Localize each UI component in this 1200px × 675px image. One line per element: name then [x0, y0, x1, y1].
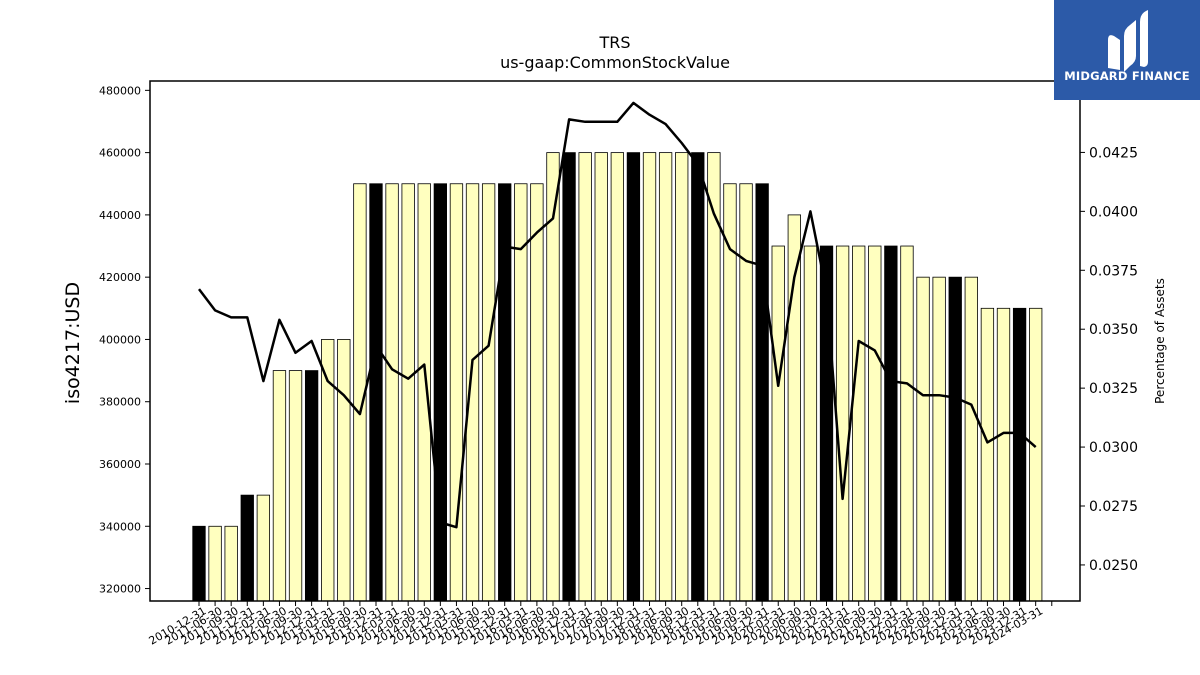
y-tick-label: 480000 — [99, 84, 141, 97]
bar-2012-03-31 — [272, 370, 287, 602]
y2-tick-label: 0.0250 — [1089, 558, 1138, 574]
bar-2016-03-31 — [530, 183, 544, 602]
bar-2023-06-30 — [996, 307, 1011, 602]
bar-2021-09-30 — [884, 245, 898, 602]
bar-2013-09-30 — [369, 183, 383, 602]
bar-2012-09-30 — [304, 370, 319, 602]
bar-2023-12-31 — [1029, 307, 1043, 602]
bar-2017-09-30 — [626, 152, 641, 602]
bar-2011-06-30 — [224, 525, 238, 602]
y-tick-label: 460000 — [99, 147, 141, 160]
bar-2021-06-30 — [868, 245, 882, 602]
percentage-line — [198, 101, 1037, 529]
y-tick-label: 360000 — [99, 458, 141, 471]
bar-2010-12-31 — [192, 525, 206, 602]
y2-tick-label: 0.0325 — [1089, 381, 1138, 397]
bar-2013-03-31 — [337, 339, 351, 602]
bar-2020-06-30 — [803, 245, 818, 602]
y2-axis-label: Percentage of Assets — [1153, 278, 1167, 404]
bar-2014-09-30 — [433, 183, 448, 602]
y2-tick-label: 0.0350 — [1089, 322, 1138, 338]
bar-2017-06-30 — [610, 152, 624, 602]
y-tick-label: 320000 — [99, 583, 141, 596]
logo: MIDGARD FINANCE — [1054, 0, 1200, 100]
bar-2014-03-31 — [401, 183, 415, 602]
midgard-m-icon — [1108, 10, 1148, 72]
plot-frame — [149, 80, 1081, 602]
bar-2022-06-30 — [932, 276, 946, 602]
bar-2011-03-31 — [208, 525, 222, 602]
line-layer — [198, 101, 1037, 529]
y-axis-label: iso4217:USD — [62, 282, 84, 404]
y-tick-label: 340000 — [99, 520, 141, 533]
y2-tick-label: 0.0300 — [1089, 440, 1138, 456]
bar-2016-09-30 — [562, 152, 576, 602]
bar-2018-12-31 — [707, 152, 721, 602]
bar-2023-09-30 — [1012, 307, 1027, 602]
bar-2022-09-30 — [948, 276, 962, 602]
y-tick-label: 420000 — [99, 271, 141, 284]
bar-2011-12-31 — [256, 494, 271, 602]
bar-2018-09-30 — [691, 152, 705, 602]
bar-2016-12-31 — [578, 152, 592, 602]
bar-2018-03-31 — [658, 152, 673, 602]
chart-title: TRS — [598, 33, 630, 52]
bar-2017-12-31 — [642, 152, 657, 602]
y-tick-label: 380000 — [99, 396, 141, 409]
y2-tick-label: 0.0425 — [1089, 145, 1138, 161]
bar-2014-06-30 — [417, 183, 431, 602]
bar-2011-09-30 — [240, 494, 254, 602]
logo-text: MIDGARD FINANCE — [1064, 69, 1190, 83]
y-tick-label: 400000 — [99, 333, 141, 346]
y-tick-label: 440000 — [99, 209, 141, 222]
bar-2019-06-30 — [739, 183, 753, 602]
bar-2020-12-31 — [835, 245, 850, 602]
axes-layer: 320000 340000 360000 380000 400000 420000 4400… — [99, 84, 1138, 647]
bar-2022-12-31 — [964, 276, 978, 602]
bar-2018-06-30 — [675, 152, 689, 602]
bar-2014-12-31 — [449, 183, 464, 602]
chart-subtitle: us-gaap:CommonStockValue — [500, 53, 730, 72]
bar-2021-03-31 — [852, 245, 866, 602]
y2-tick-label: 0.0275 — [1089, 499, 1138, 515]
y2-tick-label: 0.0400 — [1089, 204, 1138, 220]
bar-2017-03-31 — [594, 152, 608, 602]
bar-2019-09-30 — [755, 183, 769, 602]
bar-2013-12-31 — [385, 183, 399, 602]
y2-tick-label: 0.0375 — [1089, 263, 1138, 279]
bar-2023-03-31 — [980, 307, 995, 602]
bar-2012-06-30 — [288, 370, 303, 602]
bar-2015-06-30 — [481, 183, 496, 602]
bar-2022-03-31 — [916, 276, 930, 602]
bars-layer — [192, 152, 1043, 602]
bar-2021-12-31 — [900, 245, 914, 602]
bar-2019-12-31 — [771, 245, 785, 602]
